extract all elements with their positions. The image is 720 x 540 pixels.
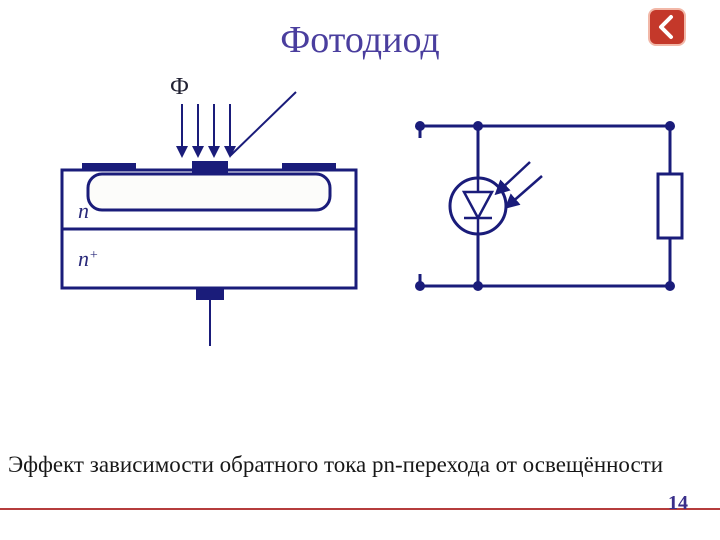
caption-text: Эффект зависимости обратного тока pn-пер… (8, 452, 663, 478)
diagram-container: Фnn+ (0, 70, 720, 420)
chevron-left-icon (654, 14, 680, 40)
back-button[interactable] (648, 8, 686, 46)
page-number: 14 (668, 492, 688, 515)
svg-text:n: n (78, 198, 89, 223)
page-title: Фотодиод (0, 0, 720, 62)
svg-text:Ф: Ф (170, 74, 189, 100)
footer-divider (0, 508, 720, 510)
diagram-svg: Фnn+ (0, 70, 720, 420)
